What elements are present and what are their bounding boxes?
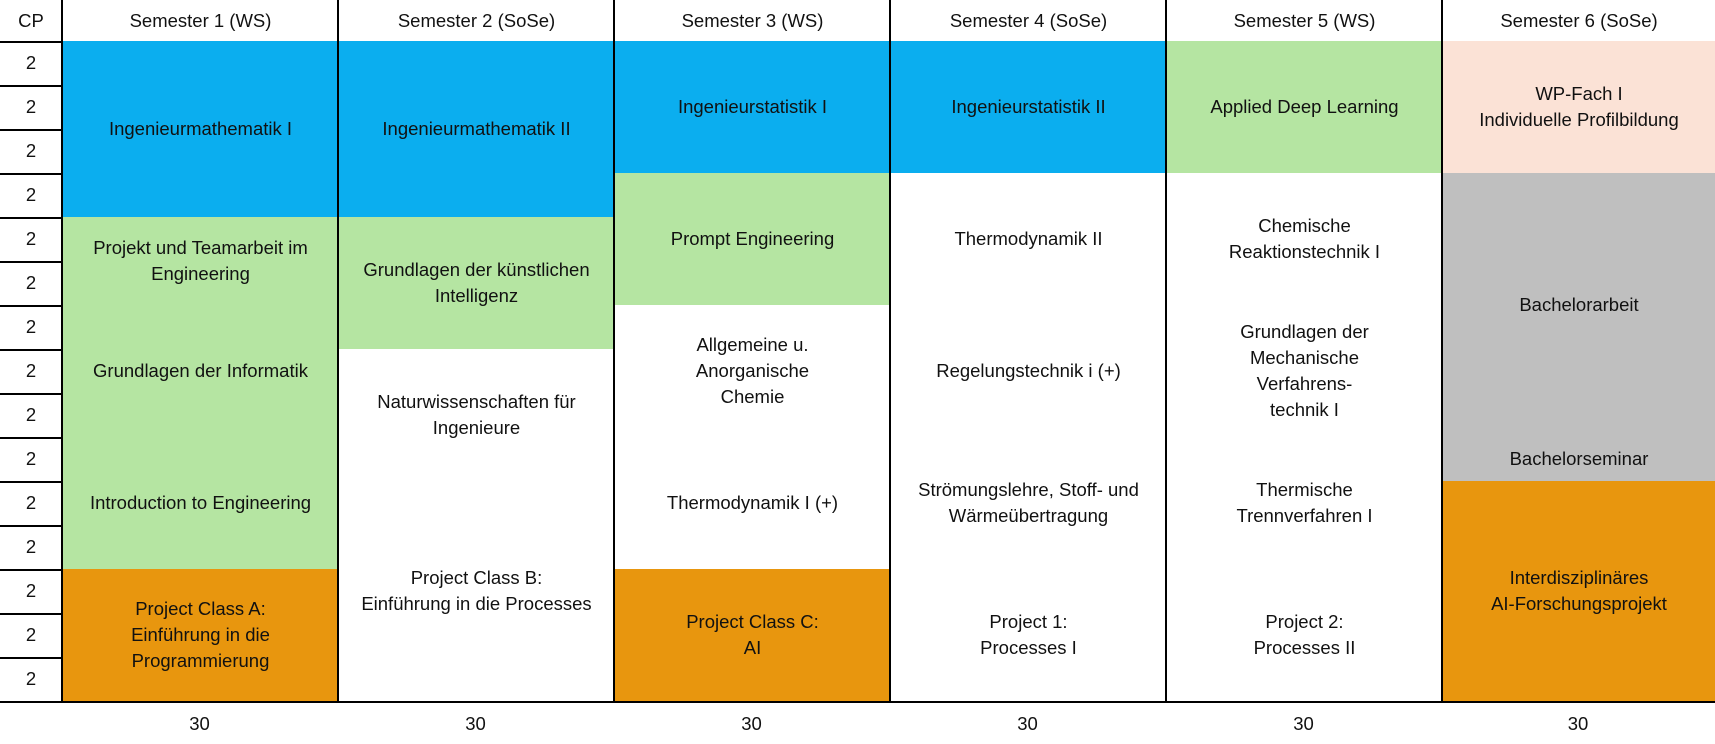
module-cell: Allgemeine u. Anorganische Chemie bbox=[613, 305, 890, 439]
cp-value: 2 bbox=[0, 217, 62, 263]
module-cell: Thermische Trennverfahren I bbox=[1165, 437, 1442, 571]
module-name: Grundlagen der künstlichen Intelligenz bbox=[363, 259, 590, 306]
semester-cp-total: 30 bbox=[1293, 713, 1314, 734]
semester-cp-total: 30 bbox=[465, 713, 486, 734]
module-name: Strömungslehre, Stoff- und Wärmeübertrag… bbox=[918, 479, 1139, 526]
module-cell: Projekt und Teamarbeit im Engineering bbox=[61, 217, 338, 307]
module-cell: Project 2: Processes II bbox=[1165, 569, 1442, 703]
cp-value: 2 bbox=[0, 85, 62, 131]
module-name: Project 1: Processes I bbox=[980, 611, 1077, 658]
module-name: Thermische Trennverfahren I bbox=[1236, 479, 1373, 526]
semester-1-header: Semester 1 (WS) bbox=[61, 0, 338, 43]
semester-cp-total: 30 bbox=[189, 713, 210, 734]
module-name: Grundlagen der Informatik bbox=[93, 360, 308, 381]
module-name: Prompt Engineering bbox=[670, 228, 835, 249]
module-name: WP-Fach I Individuelle Profilbildung bbox=[1479, 83, 1679, 130]
cp-value: 2 bbox=[0, 261, 62, 307]
cp-value: 2 bbox=[0, 613, 62, 659]
cp-value: 2 bbox=[0, 657, 62, 703]
cp-value: 2 bbox=[0, 41, 62, 87]
module-cell: Interdisziplinäres AI-Forschungsprojekt bbox=[1441, 481, 1715, 703]
module-name: Ingenieurstatistik I bbox=[677, 96, 828, 117]
module-name: Allgemeine u. Anorganische Chemie bbox=[695, 334, 810, 407]
cp-value: 2 bbox=[0, 393, 62, 439]
module-cell: Ingenieurstatistik I bbox=[613, 41, 890, 175]
cp-value: 2 bbox=[0, 437, 62, 483]
module-name: Introduction to Engineering bbox=[89, 492, 312, 513]
module-cell: Grundlagen der Informatik bbox=[61, 305, 338, 439]
module-name: Applied Deep Learning bbox=[1210, 96, 1399, 117]
module-cell: Ingenieurmathematik II bbox=[337, 41, 614, 219]
module-cell: Applied Deep Learning bbox=[1165, 41, 1442, 175]
semester-3-header: Semester 3 (WS) bbox=[613, 0, 890, 43]
cp-column-header: CP bbox=[0, 0, 62, 43]
module-cell: Introduction to Engineering bbox=[61, 437, 338, 571]
module-cell: Grundlagen der Mechanische Verfahrens- t… bbox=[1165, 305, 1442, 439]
cp-value: 2 bbox=[0, 569, 62, 615]
semester-cp-total: 30 bbox=[1567, 713, 1589, 734]
module-name: Project 2: Processes II bbox=[1253, 611, 1356, 658]
module-name: Grundlagen der Mechanische Verfahrens- t… bbox=[1240, 321, 1369, 420]
module-cell: Ingenieurstatistik II bbox=[889, 41, 1166, 175]
module-cell: Bachelorseminar bbox=[1441, 437, 1715, 483]
module-cell: Regelungstechnik i (+) bbox=[889, 305, 1166, 439]
module-cell: Thermodynamik I (+) bbox=[613, 437, 890, 571]
cp-value: 2 bbox=[0, 481, 62, 527]
module-cell: Ingenieurmathematik I bbox=[61, 41, 338, 219]
cp-value: 2 bbox=[0, 525, 62, 571]
module-name: Project Class C: AI bbox=[686, 611, 819, 658]
module-cell: Chemische Reaktionstechnik I bbox=[1165, 173, 1442, 307]
cp-value: 2 bbox=[0, 173, 62, 219]
module-cell: Strömungslehre, Stoff- und Wärmeübertrag… bbox=[889, 437, 1166, 571]
semester-6-header: Semester 6 (SoSe) bbox=[1441, 0, 1715, 43]
module-name: Regelungstechnik i (+) bbox=[936, 360, 1121, 381]
module-cell: Project Class C: AI bbox=[613, 569, 890, 703]
cp-value: 2 bbox=[0, 305, 62, 351]
module-name: Chemische Reaktionstechnik I bbox=[1228, 215, 1381, 262]
cp-value: 2 bbox=[0, 349, 62, 395]
module-name: Thermodynamik I (+) bbox=[666, 492, 839, 513]
module-cell: Project 1: Processes I bbox=[889, 569, 1166, 703]
module-name: Naturwissenschaften für Ingenieure bbox=[377, 391, 576, 438]
module-name: Project Class A: Einführung in die Progr… bbox=[131, 598, 270, 671]
semester-5-header: Semester 5 (WS) bbox=[1165, 0, 1442, 43]
module-name: Interdisziplinäres AI-Forschungsprojekt bbox=[1491, 567, 1667, 614]
module-name: Project Class B: Einführung in die Proce… bbox=[361, 567, 592, 614]
module-cell: Bachelorarbeit bbox=[1441, 173, 1715, 439]
module-name: Ingenieurmathematik I bbox=[108, 118, 293, 139]
module-cell: Prompt Engineering bbox=[613, 173, 890, 307]
module-name: Thermodynamik II bbox=[954, 228, 1103, 249]
module-name: Projekt und Teamarbeit im Engineering bbox=[93, 237, 308, 284]
semester-4-header: Semester 4 (SoSe) bbox=[889, 0, 1166, 43]
module-name: Ingenieurstatistik II bbox=[951, 96, 1106, 117]
module-name: Bachelorarbeit bbox=[1519, 294, 1639, 315]
module-cell: Thermodynamik II bbox=[889, 173, 1166, 307]
module-cell: Grundlagen der künstlichen Intelligenz bbox=[337, 217, 614, 351]
module-cell: Project Class A: Einführung in die Progr… bbox=[61, 569, 338, 703]
cp-value: 2 bbox=[0, 129, 62, 175]
module-name: Bachelorseminar bbox=[1509, 448, 1649, 469]
module-cell: Project Class B: Einführung in die Proce… bbox=[337, 481, 614, 703]
module-cell: Naturwissenschaften für Ingenieure bbox=[337, 349, 614, 483]
module-name: Ingenieurmathematik II bbox=[382, 118, 571, 139]
module-cell: WP-Fach I Individuelle Profilbildung bbox=[1441, 41, 1715, 175]
semester-cp-total: 30 bbox=[1017, 713, 1038, 734]
semester-2-header: Semester 2 (SoSe) bbox=[337, 0, 614, 43]
semester-cp-total: 30 bbox=[741, 713, 762, 734]
